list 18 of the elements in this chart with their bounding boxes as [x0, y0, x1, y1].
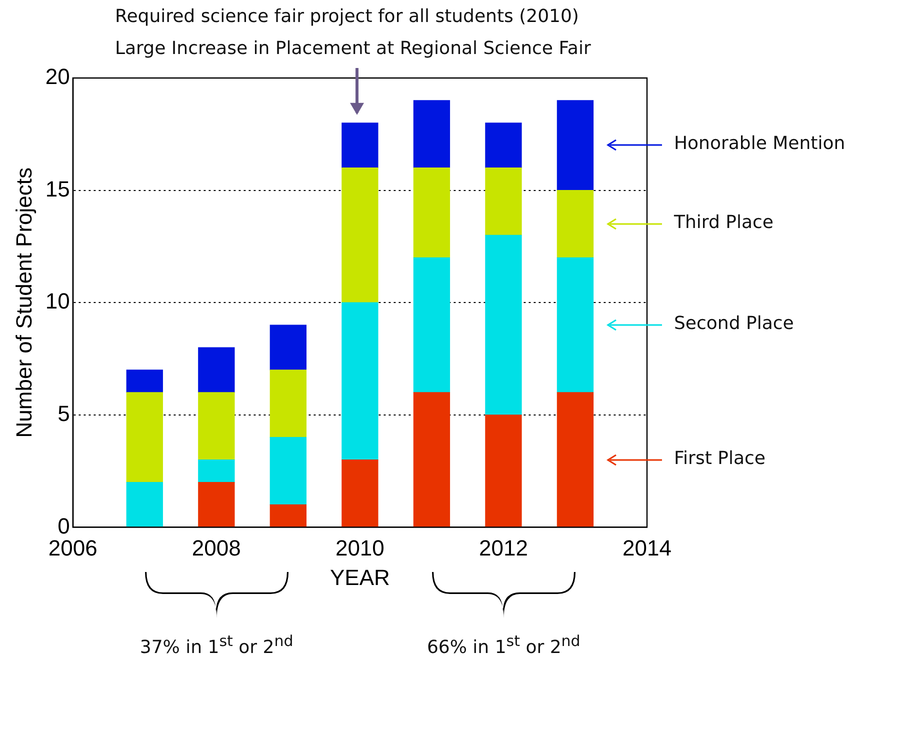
- text: Required science fair project for all students (2010): [115, 6, 579, 27]
- text: 66% in 1$^{st}$ or 2$^{nd}$: [426, 632, 580, 658]
- y-tick-label: 15: [45, 176, 70, 202]
- text: Large Increase in Placement at Regional Science Fair: [115, 38, 591, 59]
- y-axis-title: Number of Student Projects: [11, 167, 36, 438]
- legend-label: Third Place: [674, 212, 774, 233]
- text: 37% in 1$^{st}$ or 2$^{nd}$: [140, 632, 294, 658]
- x-axis-title: YEAR: [330, 564, 390, 590]
- x-tick-label: 2008: [192, 535, 241, 560]
- y-tick-label: 5: [58, 400, 70, 426]
- legend-label: Second Place: [674, 313, 794, 334]
- x-tick-label: 2012: [478, 535, 528, 560]
- x-tick-label: 2014: [622, 535, 672, 560]
- x-tick-label: 2010: [335, 535, 384, 560]
- legend-label: Honorable Mention: [674, 133, 846, 154]
- y-tick-label: 20: [45, 64, 70, 90]
- legend-label: First Place: [674, 448, 766, 469]
- y-tick-label: 10: [45, 288, 70, 314]
